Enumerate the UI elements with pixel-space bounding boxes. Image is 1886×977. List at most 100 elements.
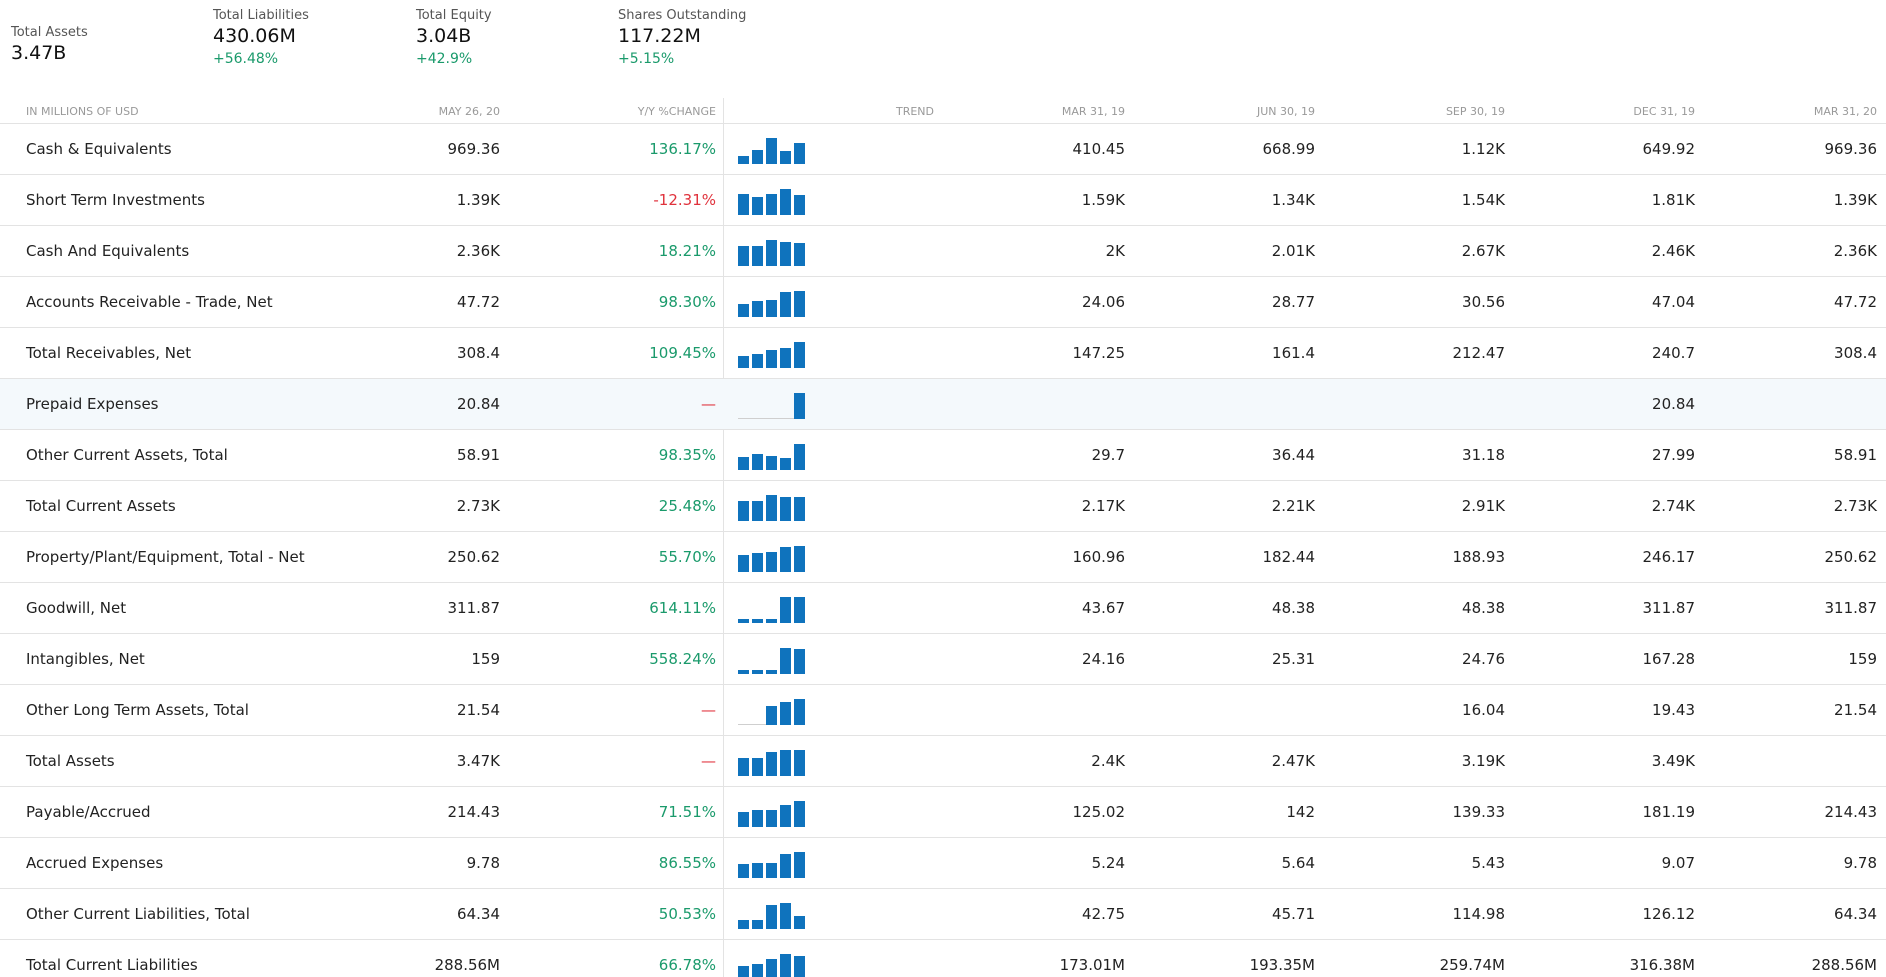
row-yoy-change: 18.21%: [658, 242, 716, 260]
summary-total-equity: Total Equity 3.04B +42.9%: [416, 8, 492, 67]
row-yoy-change: 109.45%: [649, 344, 716, 362]
row-period-value-4: 2.74K: [1651, 497, 1695, 515]
table-row[interactable]: Other Current Liabilities, Total 64.34 50.…: [0, 889, 1886, 940]
trend-sparkline: [738, 389, 806, 419]
trend-sparkline: [738, 338, 806, 368]
row-label: Goodwill, Net: [26, 599, 127, 617]
row-current-value: 58.91: [457, 446, 500, 464]
row-period-value-3: 188.93: [1452, 548, 1506, 566]
row-period-value-5: 58.91: [1834, 446, 1877, 464]
table-row[interactable]: Goodwill, Net 311.87 614.11% 43.67 48.38 48.3…: [0, 583, 1886, 634]
row-period-value-4: 2.46K: [1651, 242, 1695, 260]
row-current-value: 64.34: [457, 905, 500, 923]
sparkline-bar: [752, 758, 763, 776]
sparkline-bar: [794, 956, 805, 977]
table-row[interactable]: Prepaid Expenses 20.84 — 20.84: [0, 379, 1886, 430]
summary-change: +5.15%: [618, 51, 675, 67]
row-current-value: 21.54: [457, 701, 500, 719]
row-period-value-4: 3.49K: [1651, 752, 1695, 770]
sparkline-bar: [794, 916, 805, 929]
row-period-value-5: 159: [1848, 650, 1877, 668]
table-row[interactable]: Total Assets 3.47K — 2.4K 2.47K 3.19K 3.49K: [0, 736, 1886, 787]
row-yoy-change: 25.48%: [658, 497, 716, 515]
sparkline-bar: [752, 619, 763, 623]
sparkline-bar: [780, 854, 791, 878]
row-period-value-4: 167.28: [1642, 650, 1696, 668]
row-period-value-1: 1.59K: [1081, 191, 1125, 209]
summary-change: +42.9%: [416, 51, 473, 67]
table-row[interactable]: Accounts Receivable - Trade, Net 47.72 98.…: [0, 277, 1886, 328]
row-period-value-3: 31.18: [1462, 446, 1505, 464]
table-row[interactable]: Property/Plant/Equipment, Total - Net 250…: [0, 532, 1886, 583]
row-yoy-change: 98.35%: [658, 446, 716, 464]
summary-label: Total Equity: [416, 8, 492, 23]
row-label: Total Receivables, Net: [26, 344, 192, 362]
row-yoy-change: 66.78%: [658, 956, 716, 974]
sparkline-bar: [780, 151, 791, 164]
row-label: Intangibles, Net: [26, 650, 145, 668]
table-row[interactable]: Cash And Equivalents 2.36K 18.21% 2K 2.01K 2.…: [0, 226, 1886, 277]
trend-sparkline: [738, 440, 806, 470]
table-row[interactable]: Total Receivables, Net 308.4 109.45% 147.25…: [0, 328, 1886, 379]
sparkline-bar: [794, 649, 805, 674]
table-row[interactable]: Short Term Investments 1.39K -12.31% 1.59K 1…: [0, 175, 1886, 226]
sparkline-bar: [780, 547, 791, 572]
row-current-value: 9.78: [466, 854, 500, 872]
row-period-value-3: 16.04: [1462, 701, 1505, 719]
table-row[interactable]: Accrued Expenses 9.78 86.55% 5.24 5.64 5.43 9.…: [0, 838, 1886, 889]
sparkline-bar: [794, 497, 805, 521]
row-period-value-2: 45.71: [1272, 905, 1315, 923]
row-period-value-4: 9.07: [1661, 854, 1695, 872]
row-period-value-3: 259.74M: [1439, 956, 1505, 974]
table-row[interactable]: Other Long Term Assets, Total 21.54 — 16.04…: [0, 685, 1886, 736]
summary-total-liabilities: Total Liabilities 430.06M +56.48%: [213, 8, 309, 67]
row-period-value-1: 147.25: [1072, 344, 1126, 362]
row-current-value: 1.39K: [456, 191, 500, 209]
sparkline-bar: [766, 863, 777, 878]
row-period-value-5: 308.4: [1834, 344, 1877, 362]
row-current-value: 288.56M: [434, 956, 500, 974]
trend-sparkline: [738, 797, 806, 827]
sparkline-bar: [738, 356, 749, 368]
sparkline-bar: [794, 546, 805, 572]
sparkline-bar: [794, 143, 805, 164]
sparkline-bar: [766, 456, 777, 470]
sparkline-bar: [780, 458, 791, 470]
sparkline-bar: [738, 758, 749, 776]
row-period-value-5: 21.54: [1834, 701, 1877, 719]
row-period-value-3: 1.12K: [1461, 140, 1505, 158]
row-label: Cash & Equivalents: [26, 140, 172, 158]
sparkline-bar: [766, 959, 777, 977]
table-row[interactable]: Intangibles, Net 159 558.24% 24.16 25.31 24.7…: [0, 634, 1886, 685]
row-label: Other Current Assets, Total: [26, 446, 228, 464]
sparkline-bar: [752, 810, 763, 827]
sparkline-bar: [752, 301, 763, 317]
row-period-value-1: 42.75: [1082, 905, 1125, 923]
row-period-value-2: 28.77: [1272, 293, 1315, 311]
row-period-value-4: 181.19: [1642, 803, 1696, 821]
row-current-value: 2.36K: [456, 242, 500, 260]
row-period-value-1: 173.01M: [1059, 956, 1125, 974]
row-period-value-5: 250.62: [1824, 548, 1878, 566]
summary-bar: Total Assets 3.47B Total Liabilities 430…: [0, 0, 1886, 90]
table-row[interactable]: Cash & Equivalents 969.36 136.17% 410.45 668…: [0, 124, 1886, 175]
row-period-value-1: 29.7: [1091, 446, 1125, 464]
row-yoy-change: 558.24%: [649, 650, 716, 668]
trend-sparkline: [738, 287, 806, 317]
row-current-value: 2.73K: [456, 497, 500, 515]
table-row[interactable]: Total Current Liabilities 288.56M 66.78% 17…: [0, 940, 1886, 977]
sparkline-bar: [738, 619, 749, 623]
row-current-value: 159: [471, 650, 500, 668]
row-label: Total Current Liabilities: [26, 956, 198, 974]
sparkline-bar: [780, 954, 791, 977]
row-period-value-4: 316.38M: [1629, 956, 1695, 974]
row-current-value: 3.47K: [456, 752, 500, 770]
row-period-value-2: 2.21K: [1271, 497, 1315, 515]
row-period-value-4: 47.04: [1652, 293, 1695, 311]
row-period-value-2: 161.4: [1272, 344, 1315, 362]
table-row[interactable]: Total Current Assets 2.73K 25.48% 2.17K 2.21…: [0, 481, 1886, 532]
sparkline-bar: [738, 501, 749, 521]
table-row[interactable]: Other Current Assets, Total 58.91 98.35% 29…: [0, 430, 1886, 481]
summary-total-assets: Total Assets 3.47B: [11, 25, 88, 64]
table-row[interactable]: Payable/Accrued 214.43 71.51% 125.02 142 139.…: [0, 787, 1886, 838]
